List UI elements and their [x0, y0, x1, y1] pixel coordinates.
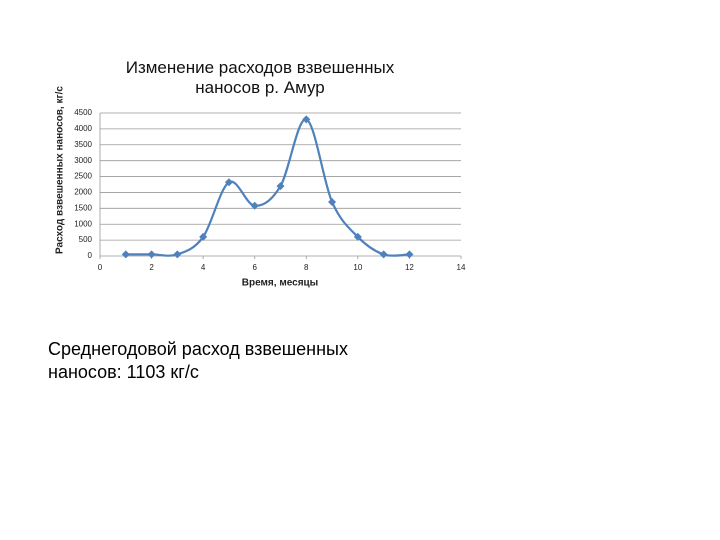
x-tick-label: 8 [304, 263, 309, 272]
point [353, 232, 362, 241]
y-tick-label: 4500 [74, 108, 92, 117]
point [276, 182, 285, 191]
y-tick-label: 0 [88, 251, 93, 260]
y-tick-label: 1000 [74, 219, 92, 228]
point [379, 250, 388, 259]
y-tick-label: 4000 [74, 124, 92, 133]
point [224, 178, 233, 187]
x-tick-label: 4 [201, 263, 206, 272]
x-tick-label: 14 [457, 263, 466, 272]
chart-title: Изменение расходов взвешенных наносов р.… [125, 58, 395, 97]
x-tick-label: 10 [353, 263, 362, 272]
x-tick-label: 12 [405, 263, 414, 272]
y-axis-label: Расход взвешенных наносов, кг/с [55, 86, 66, 254]
point [405, 250, 414, 259]
x-tick-label: 6 [252, 263, 257, 272]
y-tick-label: 3000 [74, 156, 92, 165]
x-tick-label: 2 [149, 263, 154, 272]
point [199, 232, 208, 241]
y-tick-label: 2000 [74, 188, 92, 197]
y-tick-label: 1500 [74, 203, 92, 212]
point [328, 197, 337, 206]
x-tick-label: 0 [98, 263, 103, 272]
point [250, 201, 259, 210]
point [302, 115, 311, 124]
x-axis-label: Время, месяцы [242, 278, 318, 289]
annotation: Среднегодовой расход взвешенных наносов:… [48, 339, 348, 382]
point [121, 250, 130, 259]
point [173, 250, 182, 259]
y-tick-label: 3500 [74, 140, 92, 149]
series-line [125, 118, 410, 257]
y-tick-label: 500 [79, 235, 93, 244]
point [147, 250, 156, 259]
y-tick-label: 2500 [74, 172, 92, 181]
